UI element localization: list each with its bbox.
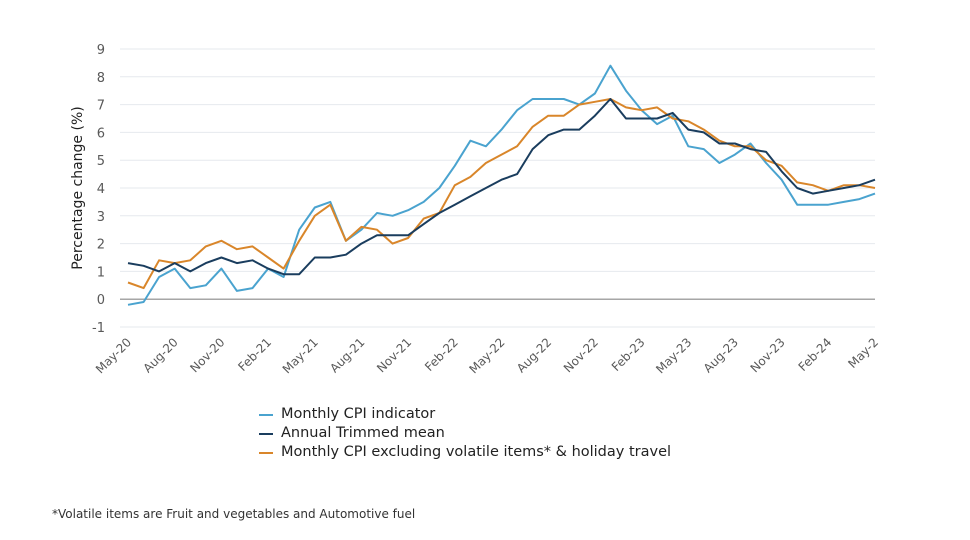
y-tick-label: 7: [97, 99, 105, 114]
x-tick-label: Feb-21: [235, 335, 274, 374]
y-tick-label: 2: [97, 238, 105, 253]
y-tick-label: 5: [97, 154, 105, 169]
x-axis-ticks: May-20 Aug-20 Nov-20 Feb-21 May-21 Aug-21 Nov-…: [93, 335, 881, 376]
x-tick-label: Aug-22: [514, 335, 554, 375]
series-lines: [127, 64, 876, 306]
legend: Monthly CPI indicator Annual Trimmed mea…: [259, 405, 671, 462]
y-axis-label: Percentage change (%): [70, 106, 86, 269]
gridlines: [120, 48, 875, 328]
x-tick-label: Feb-23: [609, 335, 648, 374]
series-line-monthly-cpi-excluding-volatile-items-holiday-travel: [127, 98, 876, 290]
legend-item-cpi-excl-volatile: Monthly CPI excluding volatile items* & …: [259, 443, 671, 462]
x-tick-label: Feb-24: [796, 335, 835, 374]
x-tick-label: May-2: [845, 335, 881, 371]
legend-item-monthly-cpi: Monthly CPI indicator: [259, 405, 671, 424]
x-tick-label: Aug-23: [701, 335, 741, 375]
x-tick-label: May-23: [653, 335, 694, 376]
x-tick-label: Aug-21: [327, 335, 367, 375]
y-tick-label: -1: [92, 321, 105, 336]
y-tick-label: 3: [97, 210, 105, 225]
legend-label: Monthly CPI excluding volatile items* & …: [281, 444, 672, 460]
x-tick-label: Nov-21: [374, 335, 414, 375]
y-tick-label: 8: [97, 71, 105, 86]
x-tick-label: May-22: [466, 335, 507, 376]
legend-label: Monthly CPI indicator: [281, 406, 436, 422]
legend-swatch-trimmed-mean: [259, 432, 273, 435]
series-line-annual-trimmed-mean: [127, 98, 876, 276]
legend-swatch-monthly-cpi: [259, 413, 273, 416]
legend-swatch-cpi-excl-volatile: [259, 451, 273, 454]
legend-label: Annual Trimmed mean: [281, 425, 445, 441]
x-tick-label: May-20: [93, 335, 134, 376]
series-line-monthly-cpi-indicator: [127, 64, 876, 306]
y-tick-label: 1: [97, 265, 105, 280]
y-tick-label: 4: [97, 182, 105, 197]
x-tick-label: Aug-20: [140, 335, 180, 375]
x-tick-label: Nov-22: [561, 335, 601, 375]
x-tick-label: Nov-23: [748, 335, 788, 375]
y-axis-ticks: -1 0 1 2 3 4 5 6 7 8 9: [92, 43, 105, 336]
footnote: *Volatile items are Fruit and vegetables…: [52, 507, 416, 521]
x-tick-label: Nov-20: [187, 335, 227, 375]
y-tick-label: 0: [97, 293, 105, 308]
legend-item-trimmed-mean: Annual Trimmed mean: [259, 424, 671, 443]
y-tick-label: 9: [97, 43, 105, 58]
x-tick-label: Feb-22: [422, 335, 461, 374]
x-tick-label: May-21: [280, 335, 321, 376]
y-tick-label: 6: [97, 126, 105, 141]
